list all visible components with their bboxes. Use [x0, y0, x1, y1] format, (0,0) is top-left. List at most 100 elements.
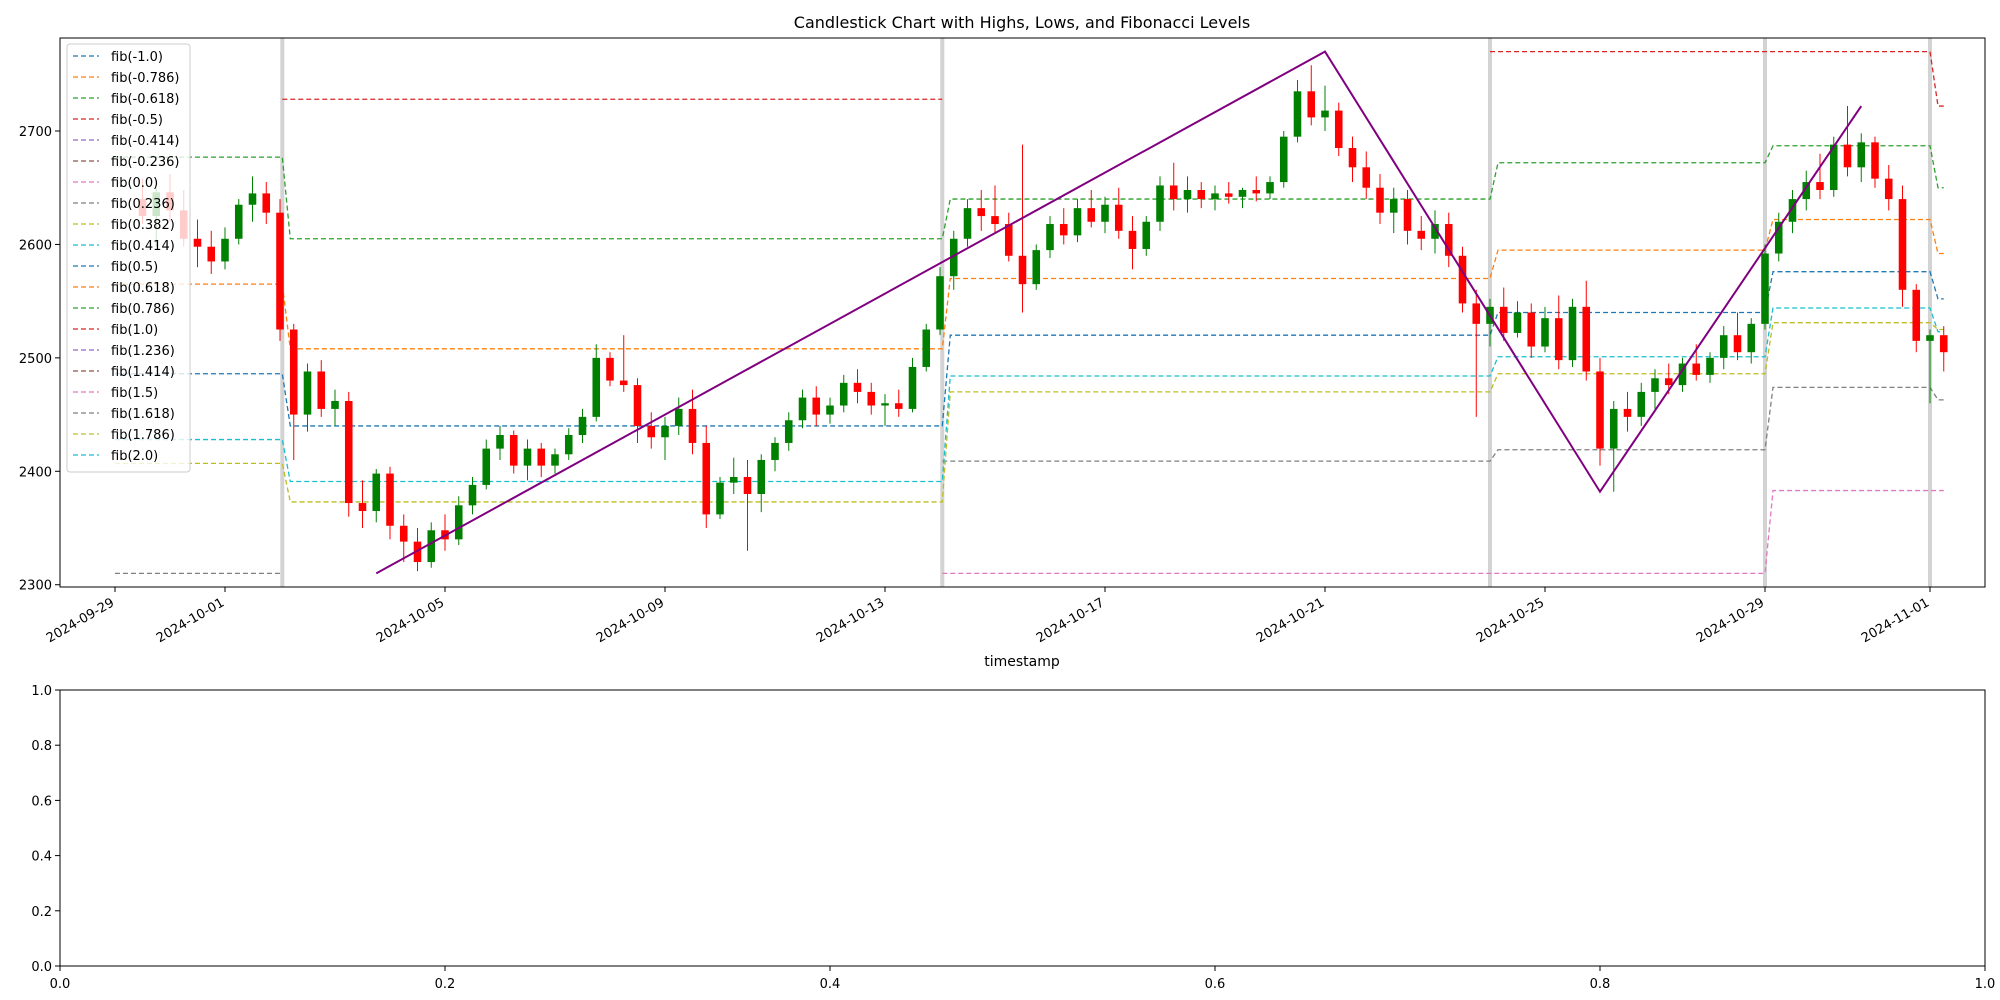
secondary-x-tick-label: 0.0	[50, 977, 71, 992]
candle	[234, 199, 243, 245]
candle	[1568, 298, 1577, 367]
candle	[1816, 153, 1824, 200]
candle-body	[826, 405, 834, 415]
candle-body	[509, 435, 518, 466]
candle	[1403, 189, 1412, 245]
secondary-x-tick-label: 0.2	[435, 977, 456, 992]
secondary-y-tick-label: 0.8	[31, 739, 52, 754]
candle-body	[1829, 144, 1838, 190]
candle-body	[867, 391, 876, 406]
secondary-x-tick-label: 0.8	[1590, 977, 1611, 992]
candle-body	[1403, 199, 1412, 231]
candle	[633, 378, 642, 443]
candle-body	[1032, 250, 1041, 285]
candle-body	[372, 473, 381, 512]
candle	[1431, 210, 1439, 254]
candle-body	[386, 473, 394, 526]
candle	[674, 397, 683, 436]
candle-body	[1554, 318, 1563, 361]
legend-entry: fib(0.0)	[73, 176, 158, 191]
candle-body	[812, 397, 821, 415]
candle	[1266, 176, 1274, 200]
legend-entry: fib(0.236)	[73, 197, 175, 212]
candle	[1128, 216, 1137, 270]
candle-body	[523, 448, 532, 466]
candle	[523, 439, 532, 481]
legend-entry: fib(-1.0)	[73, 50, 163, 65]
candle-body	[839, 382, 848, 406]
candle-body	[1142, 221, 1151, 249]
candle-body	[661, 425, 669, 438]
candle	[248, 176, 257, 222]
legend-label: fib(1.236)	[111, 344, 175, 359]
candle-body	[1169, 185, 1178, 200]
candle	[1293, 79, 1302, 143]
candle	[784, 412, 793, 451]
legend-label: fib(-0.5)	[111, 113, 163, 128]
legend-label: fib(1.414)	[111, 365, 175, 380]
legend-label: fib(0.618)	[111, 281, 175, 296]
candle-body	[496, 435, 504, 449]
candle-body	[482, 448, 491, 485]
candle	[1651, 369, 1659, 409]
candle-body	[1912, 289, 1921, 341]
candle-body	[331, 400, 339, 409]
fib-level-line	[115, 218, 1944, 350]
candle	[1554, 295, 1563, 370]
candle-body	[633, 385, 642, 426]
candle-body	[1321, 110, 1329, 118]
candle	[839, 374, 848, 413]
candle	[991, 185, 999, 234]
candle	[1101, 196, 1109, 234]
candle-body	[468, 484, 477, 506]
candle-body	[674, 408, 683, 426]
candle	[1197, 182, 1206, 209]
candle	[894, 389, 903, 417]
candle-body	[1719, 335, 1728, 358]
candle-body	[317, 371, 326, 409]
candle-body	[1871, 142, 1879, 179]
candle	[867, 382, 876, 415]
candle-body	[1816, 182, 1824, 190]
candle-body	[1541, 318, 1549, 347]
legend-entry: fib(1.414)	[73, 365, 175, 380]
candle-body	[1706, 357, 1714, 375]
candle-body	[1857, 142, 1866, 168]
candle	[1279, 131, 1288, 188]
candle-body	[1197, 189, 1206, 200]
candle-body	[399, 525, 408, 542]
legend-entry: fib(-0.236)	[73, 155, 180, 170]
candle	[1238, 187, 1247, 209]
candle-body	[894, 403, 903, 409]
candle-body	[1114, 204, 1123, 231]
secondary-y-tick-label: 1.0	[31, 684, 52, 699]
secondary-y-tick-label: 0.2	[31, 905, 52, 920]
legend-box	[66, 43, 191, 473]
candle-body	[1774, 221, 1783, 254]
candle-body	[1884, 178, 1893, 200]
candle	[729, 457, 738, 494]
candle	[1706, 352, 1714, 383]
candle	[1458, 246, 1467, 313]
legend-label: fib(-0.786)	[111, 71, 180, 86]
candle-body	[1334, 110, 1343, 149]
candle-body	[716, 482, 724, 515]
legend-label: fib(1.5)	[111, 386, 158, 401]
y-tick-label: 2600	[19, 238, 52, 253]
candle-body	[1431, 224, 1439, 239]
candle-body	[1156, 185, 1164, 222]
candle	[1513, 301, 1522, 338]
candle-body	[647, 425, 656, 438]
candle-body	[578, 416, 587, 436]
candle	[1926, 329, 1934, 404]
candle-body	[784, 420, 793, 443]
candle-body	[1183, 189, 1192, 200]
legend-label: fib(-0.236)	[111, 155, 180, 170]
secondary-axes: 0.0 0.2 0.4 0.6 0.8 1.0 0.0 0.2 0.4 0.6 0.8 1.0	[31, 684, 1995, 992]
legend-label: fib(0.414)	[111, 239, 175, 254]
candle-body	[1761, 253, 1769, 324]
candle	[221, 227, 229, 270]
y-tick-label: 2400	[19, 465, 52, 480]
candle	[1527, 303, 1536, 358]
